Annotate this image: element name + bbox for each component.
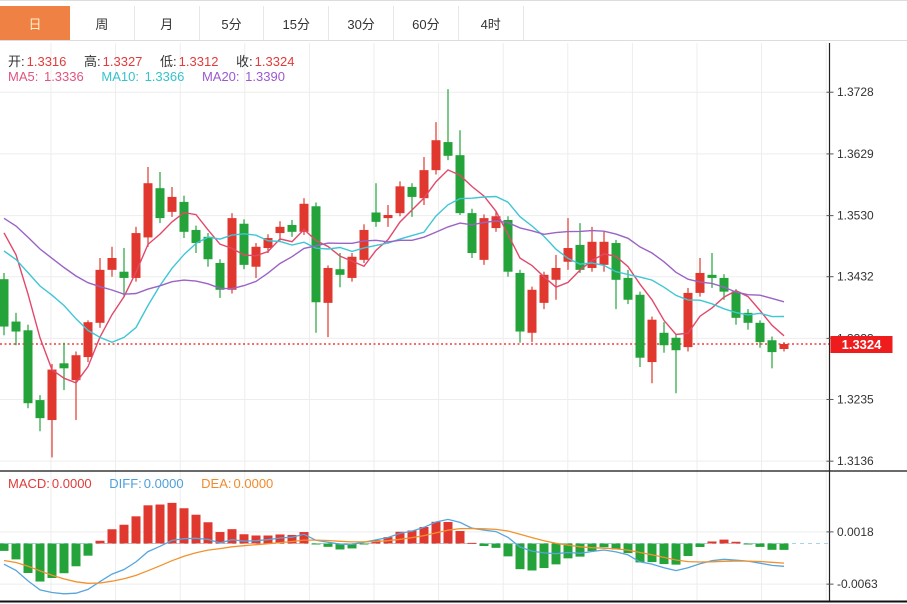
open-label: 开: [8, 54, 25, 69]
tab-week-label: 周 [95, 16, 109, 32]
current-price-tag: 1.3324 [830, 336, 893, 353]
svg-text:1.3324: 1.3324 [842, 337, 883, 352]
low-value: 1.3312 [178, 54, 219, 69]
svg-text:1.3728: 1.3728 [837, 85, 874, 99]
close-label: 收: [236, 54, 253, 69]
candles-layer [0, 89, 789, 458]
tab-15min-label: 15分 [282, 16, 311, 32]
ma10-label: MA10: [101, 69, 139, 84]
macd-value: 0.0000 [51, 476, 92, 491]
dea-value: 0.0000 [233, 476, 274, 491]
tab-week[interactable]: 周 [70, 6, 135, 40]
ma20-label: MA20: [201, 69, 240, 84]
svg-text:1.3530: 1.3530 [837, 209, 874, 223]
low-label: 低: [160, 54, 177, 69]
macd-panel-layer [0, 502, 829, 595]
ohlc-legend: 开: 1.3316 高: 1.3327 低: 1.3312 收: 1.3324 [8, 51, 308, 70]
diff-value: 0.0000 [143, 476, 184, 491]
ma20-value: 1.3390 [245, 69, 285, 84]
tab-5min[interactable]: 5分 [200, 6, 265, 40]
tab-60min[interactable]: 60分 [394, 6, 459, 40]
timeframe-tabbar: 日 周 月 5分 15分 30分 60分 4时 [0, 0, 907, 41]
ma10-value: 1.3366 [144, 69, 185, 84]
macd-legend: MACD: 0.0000 DIFF: 0.0000 DEA: 0.0000 [8, 476, 287, 491]
svg-text:0.0018: 0.0018 [837, 525, 874, 539]
ma5-label: MA5: [8, 69, 39, 84]
tab-4hour[interactable]: 4时 [459, 6, 524, 40]
tab-4hour-label: 4时 [480, 16, 501, 32]
tab-month[interactable]: 月 [135, 6, 200, 40]
dea-label: DEA: [201, 476, 232, 491]
svg-text:1.3235: 1.3235 [837, 392, 874, 406]
macd-label: MACD: [8, 476, 50, 491]
high-label: 高: [84, 54, 101, 69]
svg-text:1.3136: 1.3136 [837, 454, 874, 468]
tab-day[interactable]: 日 [0, 6, 70, 40]
ma-lines-layer [3, 169, 785, 384]
tab-30min-label: 30分 [347, 16, 375, 32]
svg-text:1.3629: 1.3629 [837, 147, 874, 161]
ma-legend: MA5: 1.3336 MA10: 1.3366 MA20: 1.3390 [8, 69, 299, 84]
tab-30min[interactable]: 30分 [329, 6, 394, 40]
ma5-value: 1.3336 [43, 69, 84, 84]
svg-text:-0.0063: -0.0063 [837, 577, 878, 591]
svg-text:1.3432: 1.3432 [837, 270, 874, 284]
tab-5min-label: 5分 [221, 16, 242, 32]
tab-month-label: 月 [160, 16, 174, 32]
open-value: 1.3316 [26, 54, 67, 69]
diff-label: DIFF: [109, 476, 142, 491]
gridlines-layer [0, 43, 829, 600]
tab-15min[interactable]: 15分 [264, 6, 330, 40]
close-value: 1.3324 [254, 54, 295, 69]
tab-day-label: 日 [28, 16, 42, 32]
tab-60min-label: 60分 [412, 16, 440, 32]
high-value: 1.3327 [102, 54, 143, 69]
